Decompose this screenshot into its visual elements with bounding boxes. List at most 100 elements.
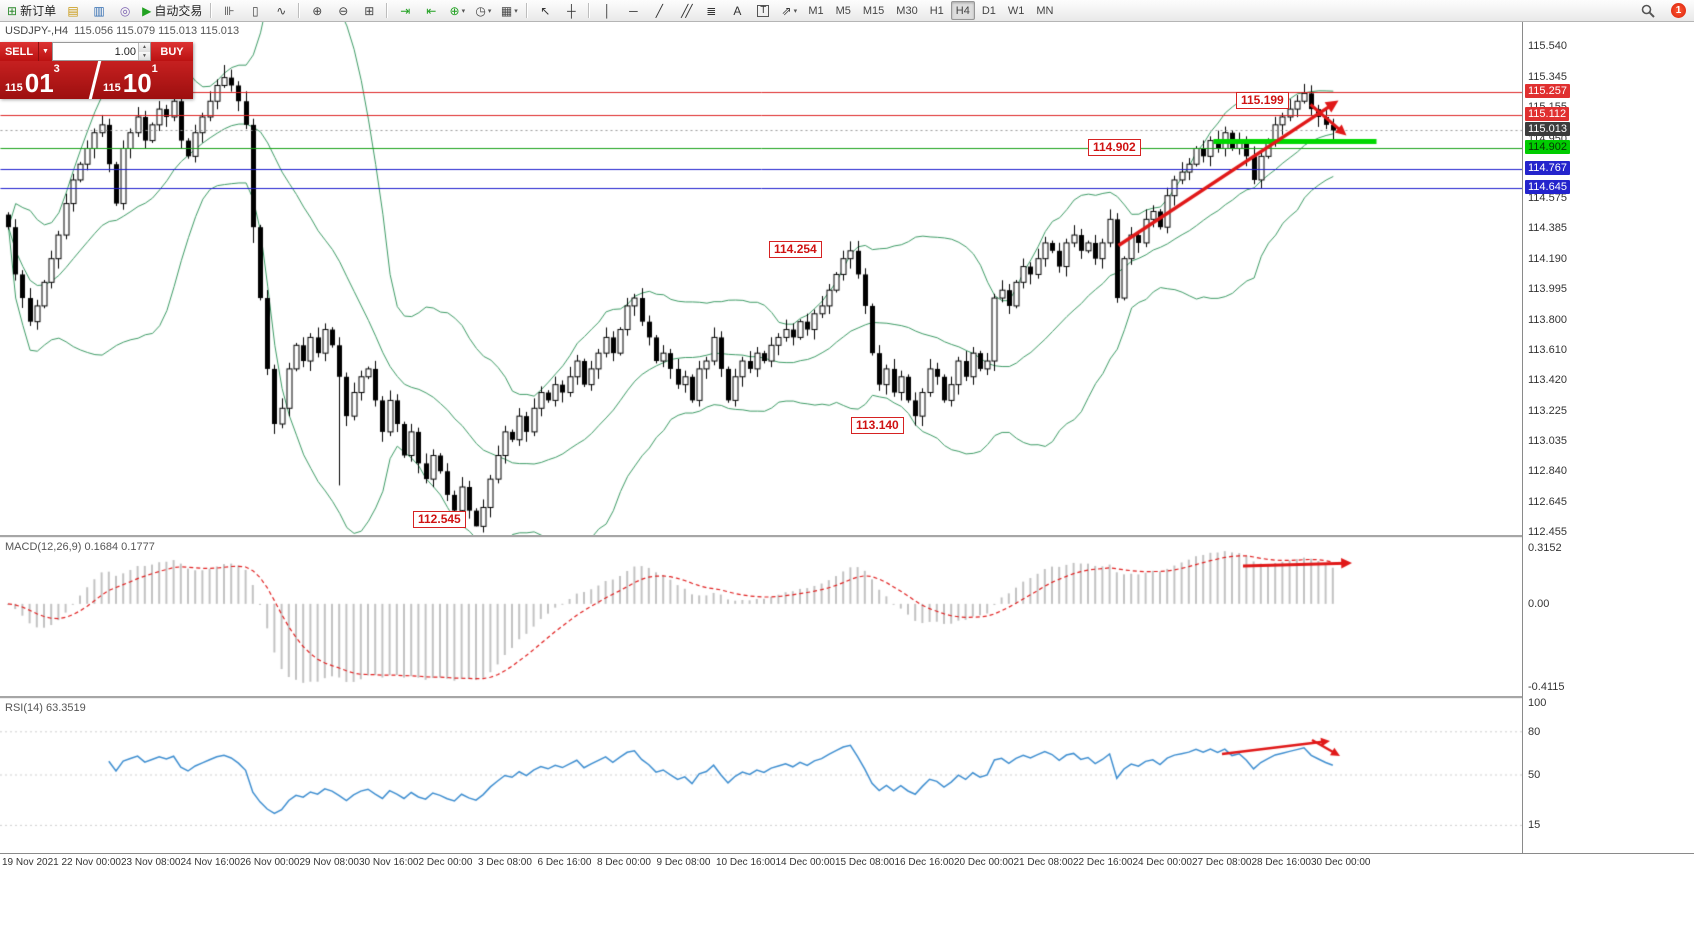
rsi-axis-label: 50 (1528, 769, 1541, 781)
time-label: 14 Dec 00:00 (775, 857, 836, 868)
sell-button[interactable]: SELL (0, 42, 38, 61)
macd-canvas[interactable] (0, 538, 1522, 696)
panel-separator[interactable] (0, 535, 1694, 538)
time-label: 30 Nov 16:00 (359, 857, 419, 868)
price-label: 114.575 (1528, 192, 1567, 205)
timeframe-m15-button[interactable]: M15 (862, 4, 885, 17)
timeframe-m5-button[interactable]: M5 (835, 4, 851, 17)
volume-up-button[interactable]: ▲ (139, 43, 150, 52)
panel-separator[interactable] (0, 696, 1694, 699)
buy-button[interactable]: BUY (151, 42, 193, 61)
rsi-axis-label: 80 (1528, 725, 1541, 738)
toolbar-left-group: ⊞ 新订单 ▤ ▥ ◎ ▶ 自动交易 ⊪ ▯ ∿ ⊕ ⊖ ⊞ ⇥ ⇤ ⊕ ▾ ◷ ▾ ▦ ▾ ↖ ┼ │ ─ ╱ ╱╱ ≣ A T ⇗ ▾ (3, 0, 802, 22)
tile-windows-icon: ⊞ (364, 3, 375, 18)
price-callout[interactable]: 114.902 (1088, 139, 1141, 156)
price-label: 113.035 (1528, 434, 1567, 447)
line-chart-type-button[interactable]: ∿ (269, 1, 293, 21)
trendline-button[interactable]: ╱ (647, 1, 671, 21)
timeframe-m30-button[interactable]: M30 (896, 4, 918, 17)
rsi-canvas[interactable] (0, 699, 1522, 851)
symbol-name: USDJPY-,H4 (5, 25, 69, 37)
vertical-line-button[interactable]: │ (595, 1, 619, 21)
market-watch-button[interactable]: ▤ (61, 1, 85, 21)
toolbar-separator (210, 3, 213, 18)
navigator-icon: ◎ (119, 3, 131, 18)
price-label: 114.385 (1528, 222, 1567, 235)
volume-field[interactable]: 1.00 ▲ ▼ (52, 42, 151, 61)
arrows-button[interactable]: ⇗ ▾ (777, 1, 801, 21)
horizontal-line-icon: ─ (629, 3, 638, 18)
volume-down-button[interactable]: ▼ (139, 51, 150, 60)
main-chart-canvas[interactable] (0, 22, 1522, 535)
timeframe-w1-button[interactable]: W1 (1007, 4, 1025, 17)
search-icon[interactable] (1636, 1, 1660, 21)
chevron-down-icon: ▾ (487, 7, 492, 15)
crosshair-button[interactable]: ┼ (559, 1, 583, 21)
price-label: 114.190 (1528, 252, 1567, 265)
templates-button[interactable]: ▦ ▾ (497, 1, 521, 21)
chevron-down-icon: ▾ (461, 7, 466, 15)
time-label: 26 Nov 00:00 (240, 857, 300, 868)
indicators-button[interactable]: ⊕ ▾ (445, 1, 469, 21)
time-label: 22 Dec 16:00 (1073, 857, 1133, 868)
navigator-button[interactable]: ◎ (113, 1, 137, 21)
price-label: 112.645 (1528, 496, 1567, 509)
timeframe-h4-button[interactable]: H4 (950, 1, 975, 20)
zoom-out-button[interactable]: ⊖ (331, 1, 355, 21)
buy-price[interactable]: 115 10 1 (95, 61, 193, 99)
auto-trading-button[interactable]: ▶ 自动交易 (139, 1, 205, 21)
periods-icon: ◷ (475, 3, 486, 18)
cursor-button[interactable]: ↖ (533, 1, 557, 21)
symbol-ohlc: 115.056 115.079 115.013 115.013 (74, 25, 240, 37)
volume-preset-button[interactable]: ▼ (38, 42, 52, 61)
new-order-button[interactable]: ⊞ 新订单 (4, 1, 59, 21)
sell-price[interactable]: 115 01 3 (0, 61, 95, 99)
candlestick-chart-type-icon: ▯ (252, 3, 259, 18)
toolbar-separator (386, 3, 389, 18)
time-label: 8 Dec 00:00 (597, 857, 651, 868)
time-label: 19 Nov 2021 (2, 857, 59, 868)
text-button[interactable]: A (725, 1, 749, 21)
price-callout[interactable]: 113.140 (851, 417, 904, 434)
one-click-trading-panel: SELL ▼ 1.00 ▲ ▼ BUY 115 01 3 115 10 1 (0, 42, 193, 99)
timeframe-m1-button[interactable]: M1 (808, 4, 824, 17)
channel-button[interactable]: ╱╱ (673, 1, 697, 21)
data-window-icon: ▥ (93, 3, 105, 18)
price-label: 113.610 (1528, 344, 1567, 357)
timeframe-mn-button[interactable]: MN (1036, 4, 1054, 17)
timeframe-d1-button[interactable]: D1 (981, 4, 996, 17)
candlestick-chart-type-button[interactable]: ▯ (243, 1, 267, 21)
time-axis[interactable]: 19 Nov 2021 22 Nov 00:00 23 Nov 08:00 24 No… (0, 853, 1694, 874)
auto-scroll-button[interactable]: ⇥ (393, 1, 417, 21)
price-axis[interactable]: 0.3152 0.00 -0.4115 100 80 50 15 115.540 115.345… (1522, 22, 1694, 853)
templates-icon: ▦ (500, 3, 513, 18)
periods-button[interactable]: ◷ ▾ (471, 1, 495, 21)
price-label: 113.995 (1528, 283, 1567, 296)
tile-windows-button[interactable]: ⊞ (357, 1, 381, 21)
new-order-label: 新订单 (20, 4, 57, 18)
timeframe-group: M1 M5 M15 M30 H1 H4 D1 W1 MN (802, 0, 1059, 22)
zoom-in-button[interactable]: ⊕ (305, 1, 329, 21)
fibonacci-button[interactable]: ≣ (699, 1, 723, 21)
rsi-axis-label: 100 (1528, 697, 1547, 709)
label-button[interactable]: T (751, 1, 775, 21)
data-window-button[interactable]: ▥ (87, 1, 111, 21)
chart-shift-button[interactable]: ⇤ (419, 1, 443, 21)
macd-axis-label: -0.4115 (1528, 681, 1565, 693)
toolbar-separator (526, 3, 529, 18)
toolbar: ⊞ 新订单 ▤ ▥ ◎ ▶ 自动交易 ⊪ ▯ ∿ ⊕ ⊖ ⊞ ⇥ ⇤ ⊕ ▾ ◷ ▾ ▦ ▾ ↖ ┼ │ ─ ╱ ╱╱ ≣ A T ⇗ ▾ M… (0, 0, 1694, 22)
bar-chart-type-button[interactable]: ⊪ (217, 1, 241, 21)
chevron-down-icon: ▾ (514, 7, 518, 15)
rsi-axis-label: 15 (1528, 819, 1541, 832)
price-callout[interactable]: 114.254 (769, 241, 822, 258)
vertical-line-icon: │ (603, 3, 612, 18)
time-label: 10 Dec 16:00 (716, 857, 776, 868)
price-callout[interactable]: 115.199 (1236, 92, 1289, 109)
timeframe-h1-button[interactable]: H1 (929, 4, 944, 17)
chart-shift-icon: ⇤ (426, 3, 437, 18)
notification-badge[interactable]: 1 (1671, 3, 1686, 18)
horizontal-line-button[interactable]: ─ (621, 1, 645, 21)
price-label: 113.800 (1528, 314, 1567, 327)
time-label: 27 Dec 08:00 (1192, 857, 1252, 868)
price-callout[interactable]: 112.545 (413, 511, 466, 528)
